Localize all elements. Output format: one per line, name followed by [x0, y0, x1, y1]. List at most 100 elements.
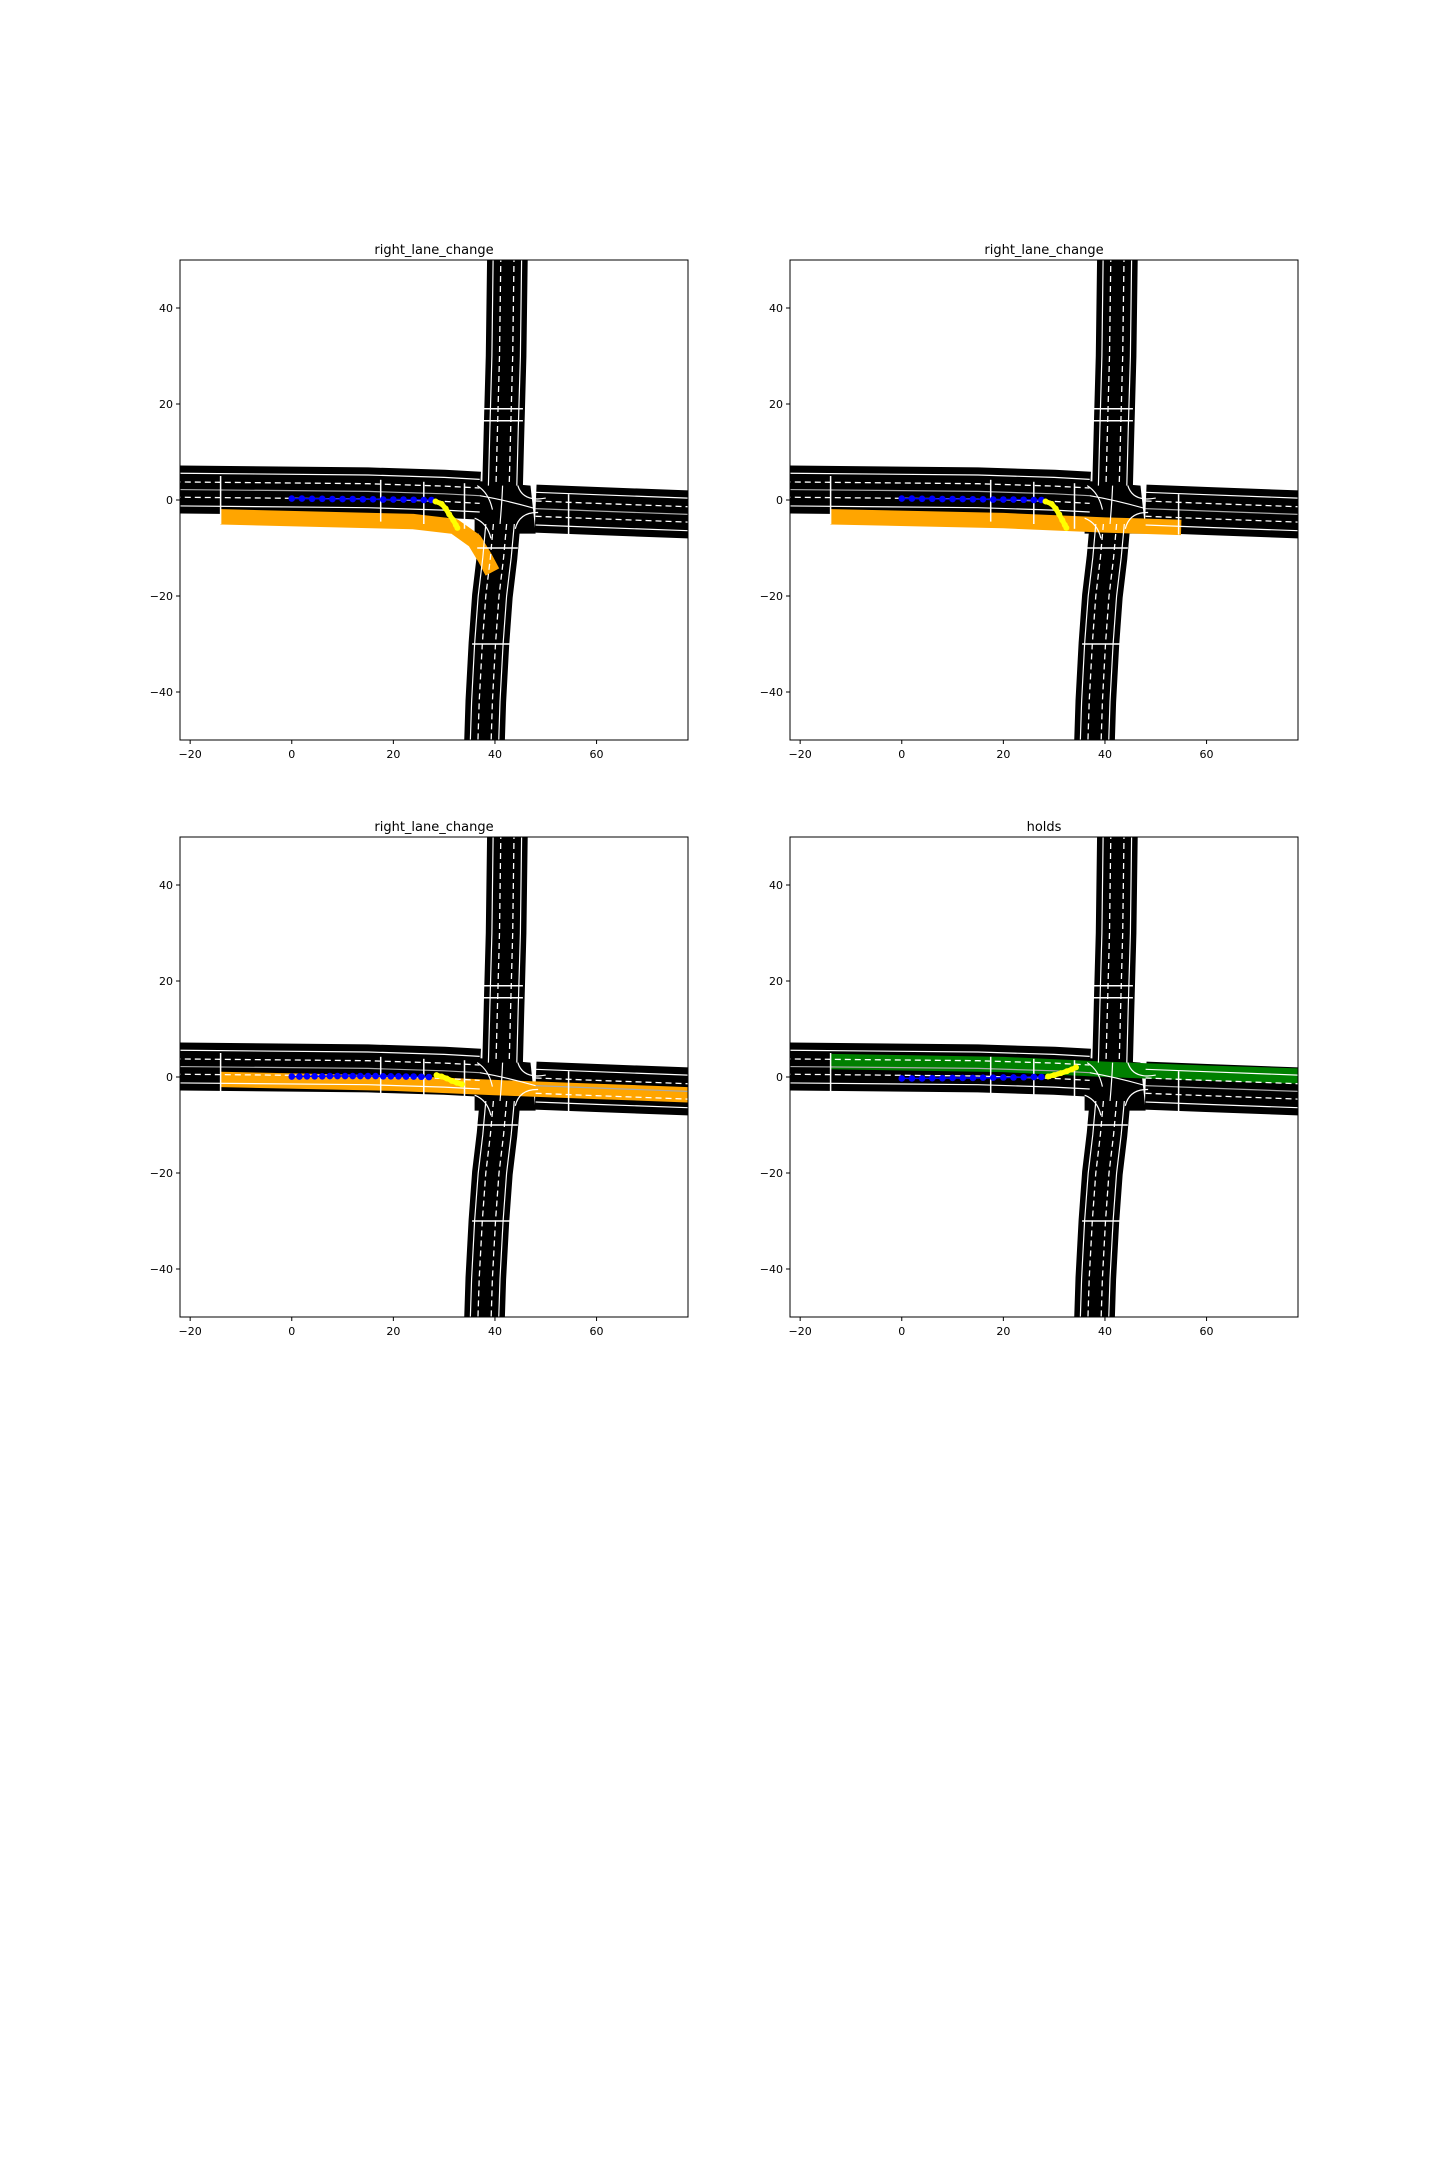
lane-boundary — [535, 1068, 688, 1076]
prediction-point — [432, 498, 439, 505]
history-point — [334, 1072, 341, 1080]
lane-boundary — [1126, 837, 1133, 1063]
prediction-point — [1063, 524, 1070, 531]
history-point — [1030, 1073, 1038, 1081]
lane-boundary — [180, 1082, 480, 1090]
turn-connector — [474, 517, 492, 539]
x-tick-label: 40 — [1098, 1325, 1112, 1338]
lane-divider-dashed — [180, 481, 480, 489]
x-tick-label: 20 — [996, 1325, 1010, 1338]
x-tick-label: 0 — [898, 1325, 905, 1338]
turn-connector — [476, 485, 494, 510]
lane-divider-dashed — [535, 515, 688, 523]
lane-boundary — [1145, 1068, 1298, 1076]
history-point — [379, 496, 387, 503]
prediction-point — [1059, 517, 1066, 524]
lane-boundary — [469, 523, 487, 740]
prediction-point — [438, 1073, 445, 1080]
lane-boundary — [1108, 1100, 1125, 1317]
history-point — [979, 1074, 987, 1082]
lane-divider-dashed — [180, 1058, 480, 1066]
highlighted-lane — [830, 1053, 1298, 1084]
lane-divider-dashed — [1145, 500, 1298, 508]
history-point — [939, 1074, 946, 1082]
road-north — [1092, 260, 1138, 487]
turn-connector — [1127, 1062, 1156, 1077]
lane-center — [1145, 508, 1298, 516]
history-point — [402, 1073, 410, 1080]
turn-connector — [1086, 1062, 1104, 1087]
history-point — [1030, 496, 1038, 504]
y-tick-label: −40 — [760, 1263, 783, 1276]
lane-boundary — [1097, 837, 1104, 1063]
road-north — [482, 837, 528, 1064]
prediction-point — [446, 511, 453, 518]
history-point — [1010, 496, 1017, 503]
lane-boundary — [790, 472, 1090, 480]
history-point — [288, 495, 296, 502]
turn-connector — [499, 485, 504, 525]
lane-boundary — [1145, 1101, 1298, 1109]
y-tick-label: −20 — [150, 1167, 173, 1180]
history-point — [959, 495, 967, 503]
intersection-area — [474, 480, 536, 534]
lane-divider-dashed — [1105, 837, 1112, 1063]
lane-boundary — [535, 1101, 688, 1109]
history-point — [425, 1073, 433, 1081]
x-tick-label: 60 — [590, 748, 604, 761]
prediction-point — [438, 500, 445, 507]
history-point — [1000, 1074, 1007, 1081]
x-tick-label: 0 — [288, 748, 295, 761]
turn-connector — [1124, 1088, 1149, 1106]
y-tick-label: 40 — [769, 879, 783, 892]
road-south — [1074, 1099, 1131, 1317]
history-point — [298, 495, 306, 502]
lane-divider-dashed — [495, 837, 502, 1063]
history-point — [318, 495, 326, 503]
prediction-point — [1057, 1070, 1064, 1077]
prediction-point — [454, 524, 461, 531]
lane-divider-dashed — [1145, 515, 1298, 523]
history-point — [349, 495, 357, 503]
x-tick-label: 60 — [1200, 1325, 1214, 1338]
lane-boundary — [498, 523, 515, 740]
history-point — [928, 495, 936, 503]
highlighted-lane — [220, 1071, 688, 1103]
highlighted-lane — [830, 509, 1182, 536]
prediction-point — [448, 1077, 455, 1084]
history-point — [918, 495, 926, 503]
history-point — [969, 495, 977, 503]
history-point — [326, 1072, 334, 1080]
turn-connector — [514, 511, 539, 529]
highlighted-lane — [220, 509, 500, 576]
subplot-title: right_lane_change — [984, 243, 1103, 258]
prediction-point — [442, 505, 449, 512]
turn-connector — [1124, 511, 1149, 529]
history-point — [372, 1072, 379, 1080]
x-tick-label: −20 — [789, 748, 812, 761]
y-tick-label: −40 — [150, 1263, 173, 1276]
history-point — [410, 1073, 417, 1080]
history-point — [369, 495, 377, 503]
y-tick-label: 20 — [159, 975, 173, 988]
prediction-point — [443, 1075, 450, 1082]
history-point — [341, 1072, 349, 1080]
history-point — [311, 1072, 318, 1080]
y-tick-label: 20 — [769, 398, 783, 411]
history-point — [949, 1074, 956, 1082]
lane-divider-dashed — [1105, 260, 1112, 486]
history-point — [390, 496, 397, 503]
prediction-point — [1042, 498, 1049, 505]
prediction-point — [1073, 1064, 1080, 1071]
history-point — [329, 495, 336, 503]
lane-boundary — [469, 1100, 487, 1317]
y-tick-label: 0 — [776, 1071, 783, 1084]
turn-connector — [517, 485, 546, 500]
history-point — [418, 1073, 425, 1081]
y-tick-label: −20 — [760, 1167, 783, 1180]
subplot-4: −20 0 20 40 60 40 20 0 −20 −40 holds — [760, 820, 1299, 1338]
history-point — [410, 496, 417, 504]
y-tick-label: 20 — [159, 398, 173, 411]
lane-center — [1145, 1085, 1298, 1093]
